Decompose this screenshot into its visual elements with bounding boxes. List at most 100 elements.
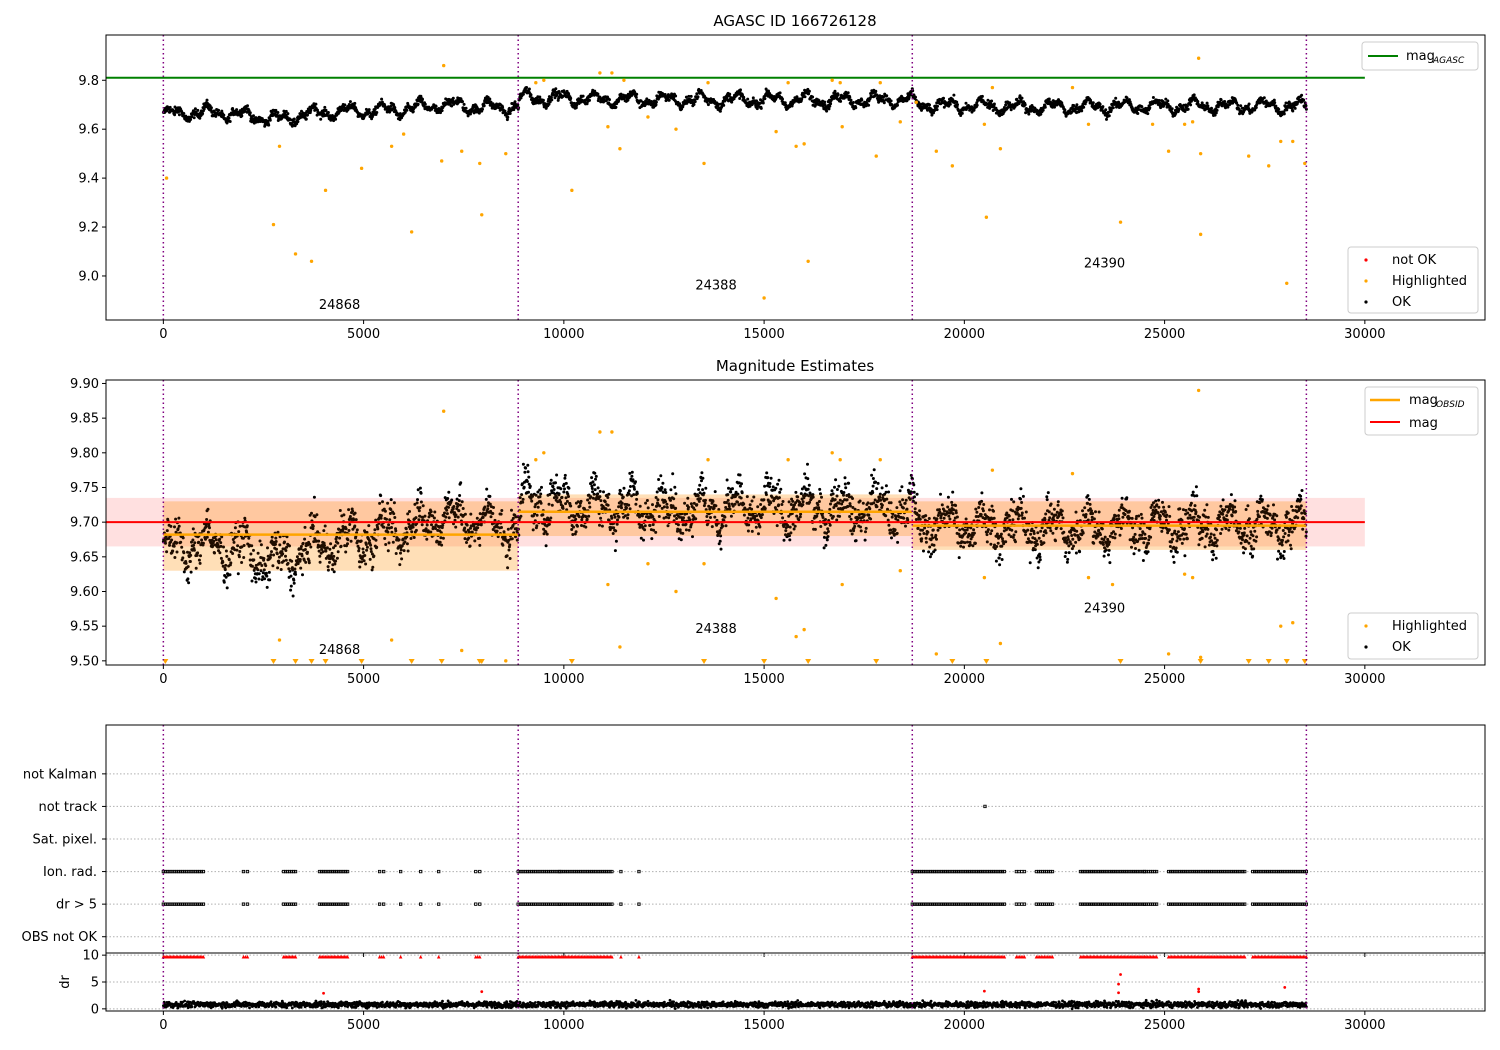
ok-point [373, 107, 377, 111]
ok-point [992, 102, 996, 106]
ok-point [626, 98, 630, 102]
ok-point [689, 94, 693, 98]
ok-point [1300, 93, 1304, 97]
ok-point [834, 478, 838, 482]
ok-point [292, 117, 296, 121]
ok-point [451, 96, 455, 100]
ok-point [257, 577, 261, 581]
ok-point [202, 107, 206, 111]
ok-point [267, 123, 271, 127]
ok-point [527, 490, 530, 494]
ok-point [222, 580, 226, 584]
ok-point [848, 95, 852, 99]
ok-point [1004, 103, 1008, 107]
ok-point [975, 101, 979, 105]
highlighted-point [1198, 232, 1203, 237]
ok-point [265, 585, 269, 589]
ok-point [800, 97, 804, 101]
ok-point [1017, 102, 1021, 105]
ok-point [952, 93, 956, 97]
ok-point [196, 108, 200, 112]
ok-point [201, 112, 205, 115]
ok-point [794, 490, 798, 494]
ok-point [871, 491, 875, 495]
highlighted-point [1247, 154, 1251, 158]
ok-point [778, 490, 782, 494]
ok-point [783, 101, 787, 105]
panel1-legend-upper[interactable]: mag AGASC [1361, 41, 1479, 71]
ok-point [1136, 112, 1140, 115]
ok-point [593, 471, 597, 475]
legend-mag-agasc: mag [1406, 49, 1435, 64]
ok-point [729, 490, 733, 494]
highlighted-point [950, 164, 955, 168]
highlighted-point [1291, 139, 1295, 144]
ok-point [526, 463, 530, 467]
ok-point [1170, 107, 1174, 111]
ok-point [505, 118, 509, 122]
ok-point [731, 487, 734, 491]
highlighted-point [309, 259, 314, 263]
ok-point [630, 474, 634, 478]
ok-point [289, 584, 293, 588]
x-tick-label: 30000 [1344, 327, 1385, 342]
ok-point [867, 103, 871, 107]
highlighted-point [1118, 220, 1123, 224]
ok-point [1080, 109, 1084, 113]
ok-point [1049, 100, 1052, 104]
ok-point [186, 577, 190, 581]
ok-point [554, 481, 557, 485]
ok-point [722, 103, 726, 107]
ok-point [1168, 105, 1172, 109]
ok-point [555, 473, 559, 477]
ok-point [461, 100, 464, 104]
ok-point [843, 482, 847, 486]
panel1-legend-lower[interactable]: not OK Highlighted OK [1347, 246, 1479, 314]
ok-point [289, 588, 293, 592]
ok-point [464, 106, 468, 110]
ok-point [807, 92, 811, 96]
ok-point [525, 86, 529, 89]
ok-point [550, 98, 554, 102]
ok-point [1236, 103, 1240, 107]
ok-point [811, 95, 815, 99]
ok-point [1047, 97, 1051, 101]
ok-point [823, 103, 827, 107]
x-tick-label: 10000 [543, 327, 584, 342]
ok-point [698, 483, 702, 487]
ok-point [588, 98, 591, 102]
ok-point [411, 110, 415, 113]
ok-point [671, 472, 675, 476]
ok-point [1272, 98, 1276, 102]
ok-point [173, 113, 177, 117]
ok-point [189, 570, 193, 574]
ok-point [292, 578, 296, 582]
ok-point [1009, 108, 1013, 112]
ok-point [220, 109, 224, 113]
highlighted-point [646, 115, 650, 119]
ok-point [296, 120, 300, 124]
ok-point [766, 476, 770, 480]
ok-point [956, 103, 959, 107]
ok-point [506, 115, 510, 119]
ok-point [844, 486, 848, 490]
ok-point [551, 485, 555, 489]
ok-point [347, 103, 351, 106]
ok-point [874, 89, 878, 93]
ok-point [602, 490, 605, 494]
ok-point [730, 100, 734, 104]
ok-point [1140, 105, 1144, 109]
highlighted-point [1279, 139, 1283, 144]
ok-point [423, 102, 427, 106]
ok-point [884, 484, 888, 488]
ok-point [980, 94, 984, 98]
ok-point [248, 111, 252, 115]
ok-point [286, 112, 290, 116]
ok-point [439, 111, 442, 115]
ok-point [725, 478, 729, 482]
ok-point [1166, 99, 1170, 103]
ok-point [246, 104, 249, 108]
ok-point [343, 103, 347, 107]
ok-point [289, 574, 293, 578]
